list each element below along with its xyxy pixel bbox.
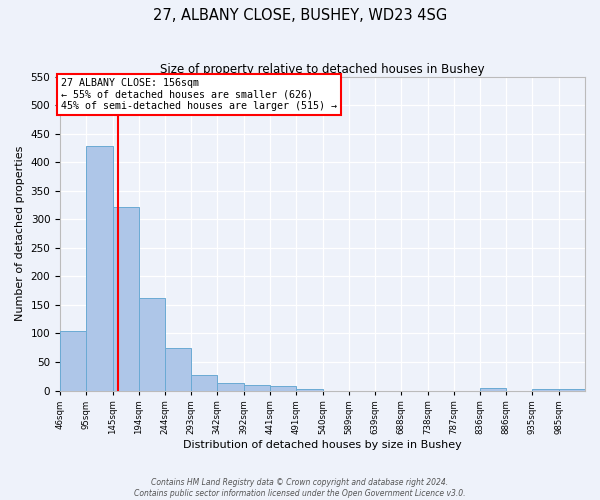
- Bar: [480, 388, 506, 390]
- Text: 27 ALBANY CLOSE: 156sqm
← 55% of detached houses are smaller (626)
45% of semi-d: 27 ALBANY CLOSE: 156sqm ← 55% of detache…: [61, 78, 337, 111]
- Bar: [139, 298, 165, 390]
- Bar: [60, 330, 86, 390]
- Y-axis label: Number of detached properties: Number of detached properties: [15, 146, 25, 322]
- Bar: [113, 207, 139, 390]
- Bar: [86, 146, 113, 390]
- Bar: [165, 348, 191, 391]
- Text: 27, ALBANY CLOSE, BUSHEY, WD23 4SG: 27, ALBANY CLOSE, BUSHEY, WD23 4SG: [153, 8, 447, 22]
- Bar: [270, 386, 296, 390]
- X-axis label: Distribution of detached houses by size in Bushey: Distribution of detached houses by size …: [183, 440, 462, 450]
- Title: Size of property relative to detached houses in Bushey: Size of property relative to detached ho…: [160, 62, 485, 76]
- Bar: [191, 375, 217, 390]
- Text: Contains HM Land Registry data © Crown copyright and database right 2024.
Contai: Contains HM Land Registry data © Crown c…: [134, 478, 466, 498]
- Bar: [244, 385, 270, 390]
- Bar: [217, 383, 244, 390]
